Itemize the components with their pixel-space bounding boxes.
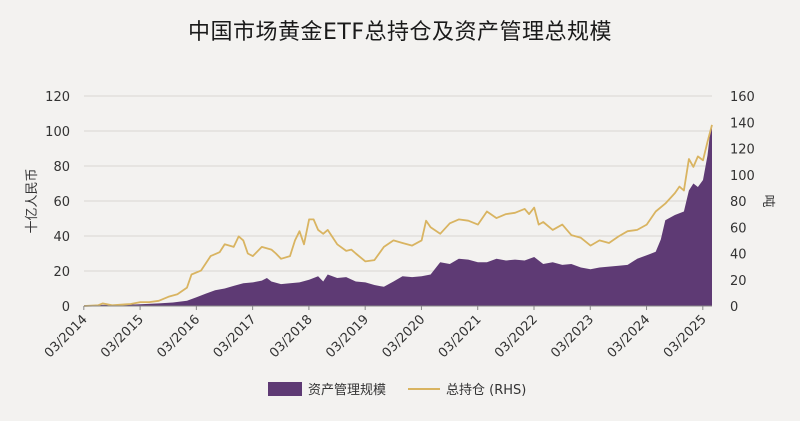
y-left-axis-label: 十亿人民币 (25, 168, 40, 233)
y-left-tick-label: 100 (45, 125, 70, 140)
aum-area-series (84, 127, 712, 306)
x-tick-label: 03/2021 (436, 312, 485, 361)
x-tick-label: 03/2018 (267, 312, 316, 361)
x-tick-label: 03/2014 (42, 312, 91, 361)
y-left-tick-label: 0 (62, 300, 70, 315)
y-left-tick-label: 120 (45, 90, 70, 105)
legend: 资产管理规模 总持仓 (RHS) (268, 382, 526, 398)
holdings-line-series (83, 124, 713, 307)
y-right-tick-label: 100 (730, 169, 755, 184)
x-tick-label: 03/2024 (605, 312, 654, 361)
y-right-tick-label: 40 (730, 248, 747, 263)
x-tick-label: 03/2022 (492, 312, 541, 361)
x-tick-label: 03/2020 (379, 312, 428, 361)
aum-area (84, 127, 712, 306)
y-right-tick-label: 160 (730, 90, 755, 105)
chart-title: 中国市场黄金ETF总持仓及资产管理总规模 (188, 20, 612, 45)
y-right-tick-label: 0 (730, 300, 738, 315)
y-right-tick-label: 20 (730, 274, 747, 289)
y-right-tick-label: 120 (730, 143, 755, 158)
y-right-tick-label: 80 (730, 195, 747, 210)
legend-label-holdings: 总持仓 (RHS) (446, 383, 526, 398)
y-left-tick-label: 80 (53, 160, 70, 175)
x-tick-label: 03/2025 (661, 312, 710, 361)
holdings-line (83, 124, 713, 307)
legend-label-aum: 资产管理规模 (308, 383, 386, 398)
legend-swatch-aum (268, 382, 302, 396)
y-left-tick-label: 60 (53, 195, 70, 210)
y-right-tick-label: 60 (730, 221, 747, 236)
y-left-tick-label: 20 (53, 265, 70, 280)
x-tick-label: 03/2023 (548, 312, 597, 361)
y-left-tick-label: 40 (53, 230, 70, 245)
y-right-axis-label: 吨 (760, 194, 775, 207)
x-tick-label: 03/2015 (98, 312, 147, 361)
x-tick-label: 03/2016 (154, 312, 203, 361)
x-tick-label: 03/2019 (323, 312, 372, 361)
y-right-tick-label: 140 (730, 116, 755, 131)
x-tick-label: 03/2017 (211, 312, 260, 361)
